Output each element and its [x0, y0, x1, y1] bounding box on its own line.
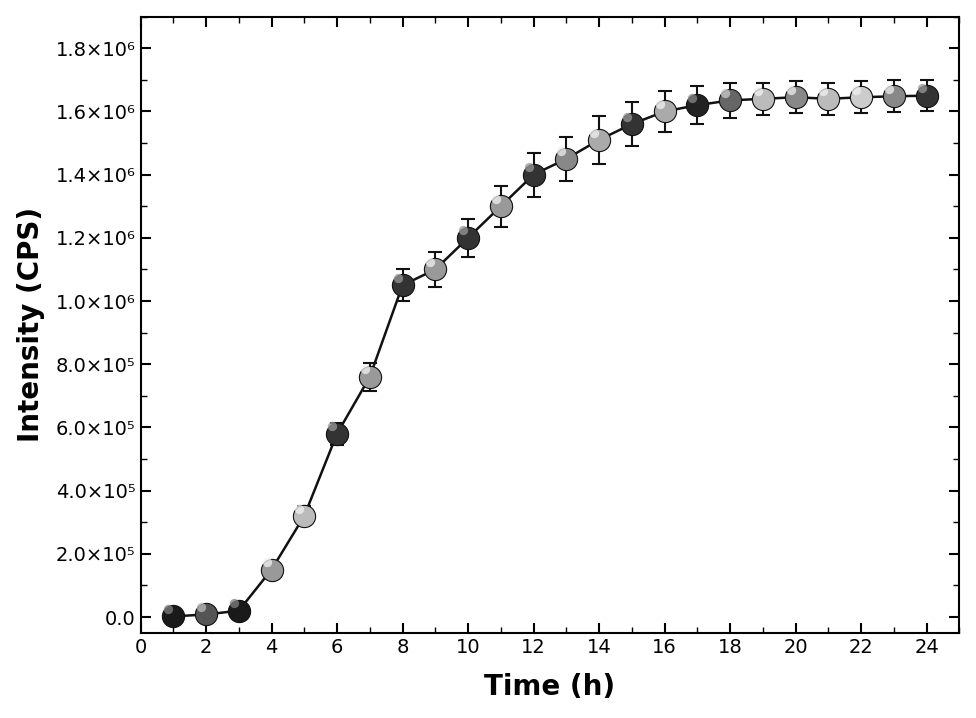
Y-axis label: Intensity (CPS): Intensity (CPS) [17, 208, 45, 442]
X-axis label: Time (h): Time (h) [484, 673, 616, 701]
